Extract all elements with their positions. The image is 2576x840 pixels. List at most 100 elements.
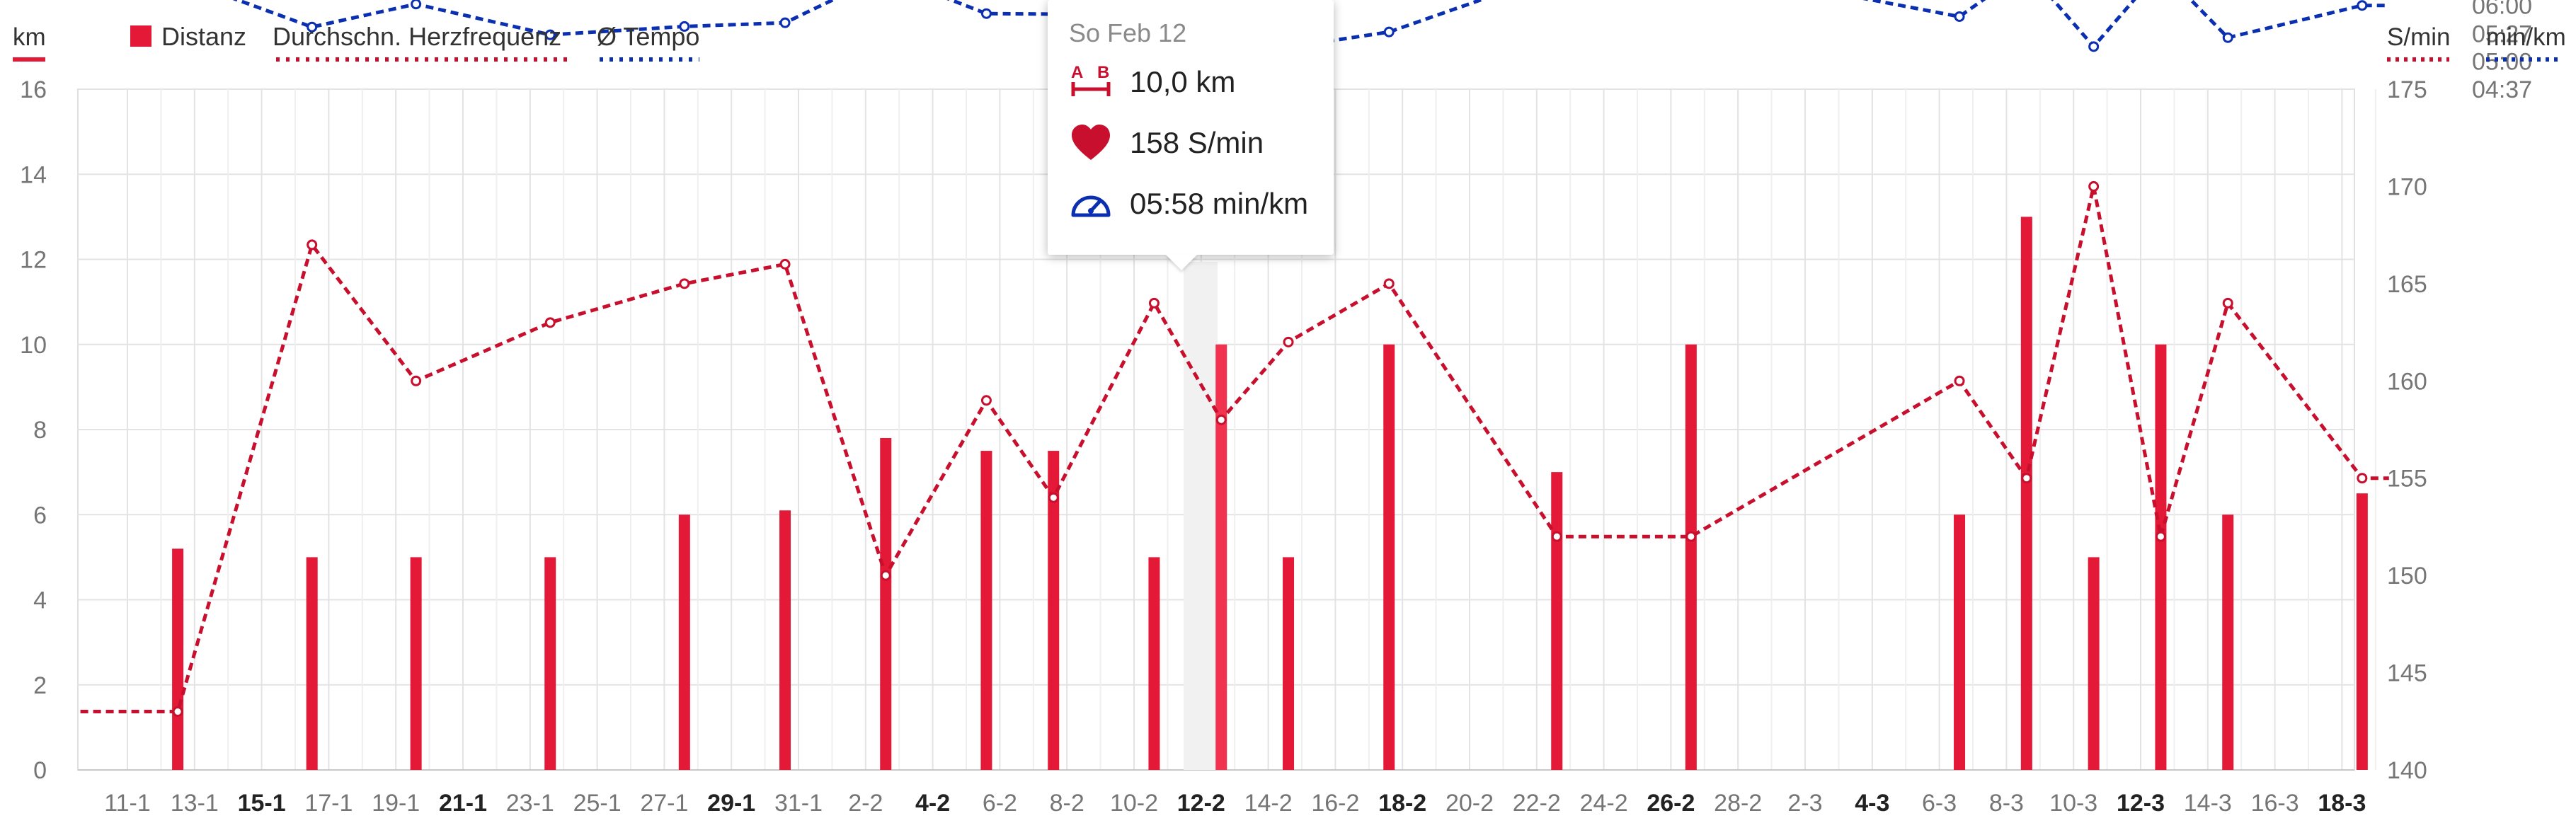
svg-text:B: B [1097,63,1109,82]
legend-item-heart-rate[interactable]: Durchschn. Herzfrequenz [273,22,572,62]
tooltip-heart-rate-value: 158 S/min [1130,126,1264,159]
x-axis-dates: 11-1 13-1 15-1 17-1 19-1 21-1 23-1 25-1 27-1 29-1… [104,790,2366,817]
tooltip-date: So Feb 12 [1069,18,1187,47]
heart-rate-point [1954,375,1965,386]
legend-item-pace[interactable]: Ø Tempo [597,22,699,62]
hr-axis-tick-label: 165 [2387,271,2427,298]
right-axis-heart-rate: 140 145 150 155 160 165 170 175 [2387,76,2427,784]
heart-rate-point [980,395,992,406]
tooltip-distance-row: A B 10,0 km [1069,61,1235,103]
pace-point [1954,11,1965,22]
heart-rate-point [1283,336,1294,347]
x-axis-tick-label: 8-3 [1989,790,2024,817]
heart-rate-point [779,258,791,270]
heart-rate-point [1685,531,1697,542]
x-axis-tick-label: 13-1 [171,790,219,817]
x-axis-tick-label: 26-2 [1647,790,1695,817]
heart-rate-point [679,278,690,289]
svg-text:A: A [1071,63,1083,82]
x-axis-tick-label: 4-2 [915,790,950,817]
distance-bar [1148,557,1160,770]
left-axis-unit: km [13,23,46,51]
pace-point [544,29,556,40]
x-axis-tick-label: 22-2 [1513,790,1561,817]
chart-grid [77,88,2376,771]
left-axis-tick-label: 14 [20,161,47,188]
pace-axis-unit: min/km [2486,23,2566,51]
pace-line [232,0,2389,50]
hr-axis-tick-label: 160 [2387,368,2427,395]
tooltip-distance-value: 10,0 km [1130,65,1236,98]
x-axis-tick-label: 24-2 [1580,790,1628,817]
heart-rate-point [1215,414,1227,425]
x-axis-tick-label: 23-1 [506,790,554,817]
x-axis-tick-label: 31-1 [774,790,823,817]
left-axis-tick-label: 16 [20,76,47,103]
x-axis-tick-label: 11-1 [104,790,151,817]
x-axis-tick-label: 14-3 [2184,790,2232,817]
x-axis-tick-label: 25-1 [573,790,622,817]
distance-bar [980,451,992,770]
distance-bar [1685,344,1697,770]
hr-axis-tick-label: 175 [2387,76,2427,103]
hr-axis-tick-label: 145 [2387,660,2427,687]
pace-point [980,8,992,19]
heart-rate-point [307,239,318,251]
distance-bar [1215,344,1227,770]
tooltip-pace-row: 05:58 min/km [1069,183,1308,225]
distance-bar [1954,514,1966,770]
distance-bar [306,557,318,770]
pace-axis-tick-label: 06:00 [2472,0,2532,20]
distance-bar [1551,472,1563,770]
heart-rate-point [1383,278,1395,289]
pace-axis-tick-label: 04:37 [2472,76,2532,103]
x-axis-tick-label: 27-1 [640,790,688,817]
a-to-b-distance-icon: A B [1071,63,1111,96]
pace-point [411,0,422,10]
legend-label-heart-rate: Durchschn. Herzfrequenz [273,22,561,51]
hr-axis-tick-label: 170 [2387,173,2427,200]
heart-rate-point [2357,473,2368,484]
x-axis-tick-label: 16-2 [1311,790,1359,817]
heart-rate-point [1551,531,1562,542]
pace-axis-tick-label: 05:00 [2472,49,2532,76]
heart-rate-point [172,706,183,718]
hover-highlight-band [1184,262,1218,770]
x-axis-tick-label: 10-3 [2049,790,2097,817]
heart-rate-point [2155,531,2166,542]
x-axis-tick-label: 6-2 [983,790,1017,817]
heart-rate-point [1148,297,1160,309]
heart-rate-point [880,570,891,581]
hr-axis-tick-label: 140 [2387,757,2427,784]
x-axis-tick-label: 18-3 [2318,790,2366,817]
left-axis-km: 0 2 4 6 8 10 12 14 16 [20,76,47,784]
left-axis-tick-label: 12 [20,247,47,274]
legend-item-distance[interactable]: Distanz [130,22,246,51]
distance-bar [544,557,556,770]
left-axis-tick-label: 4 [33,587,47,614]
heart-rate-point [2088,180,2100,192]
legend-swatch-distance [130,25,151,47]
x-axis-tick-label: 10-2 [1110,790,1158,817]
distance-bar [2222,514,2234,770]
x-axis-tick-label: 29-1 [707,790,755,817]
x-axis-tick-label: 2-3 [1787,790,1822,817]
pace-point [2222,32,2233,43]
x-axis-tick-label: 12-3 [2117,790,2165,817]
left-axis-tick-label: 2 [33,672,47,699]
tooltip-heart-rate-row: 158 S/min [1069,122,1264,164]
heart-rate-point [2222,297,2233,309]
x-axis-tick-label: 16-3 [2251,790,2299,817]
heart-rate-point [2021,473,2032,484]
distance-bar [1048,451,1060,770]
pace-point [1383,26,1395,38]
x-axis-tick-label: 8-2 [1050,790,1084,817]
x-axis-tick-label: 20-2 [1446,790,1494,817]
distance-bar [410,557,422,770]
distance-bar [2356,493,2368,770]
hr-axis-tick-label: 150 [2387,563,2427,589]
distance-bar [779,510,791,770]
distance-bars [172,217,2368,770]
distance-bar [2020,217,2032,770]
